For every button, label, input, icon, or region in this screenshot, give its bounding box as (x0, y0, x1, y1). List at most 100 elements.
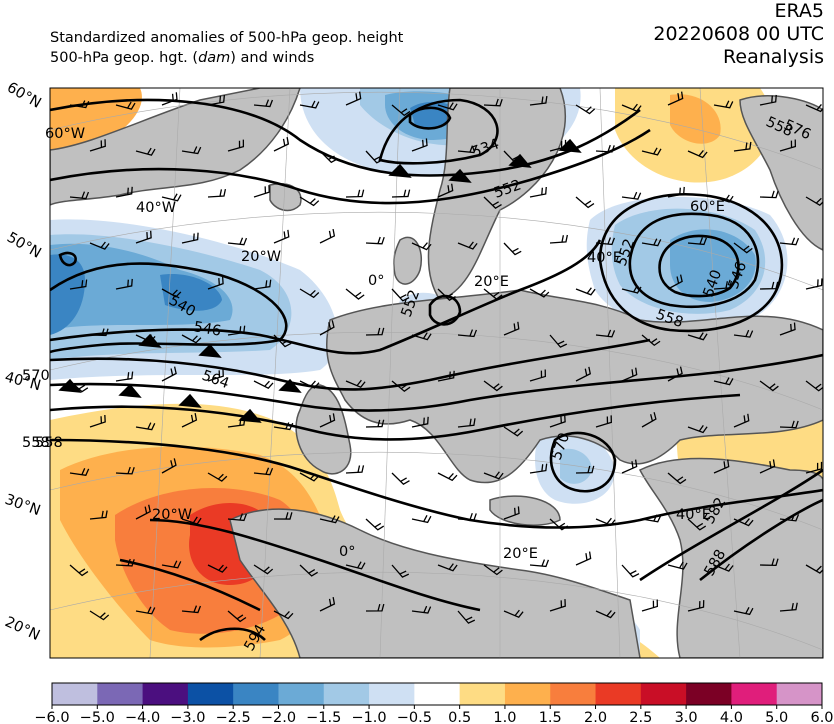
wind-barb (253, 467, 274, 476)
lon-labels: 60°W 40°W 20°W 0° 20°E 40°E 60°E 20°W 0°… (45, 126, 725, 562)
wind-barb (503, 321, 520, 336)
wind-barb (181, 334, 202, 344)
wind-barb (457, 329, 478, 338)
wind-barb (483, 380, 503, 392)
colorbar-tick-label: −6.0 (34, 710, 69, 724)
wind-barb (181, 146, 202, 155)
colorbar-tick-label: −3.0 (170, 710, 205, 724)
wind-barb (457, 241, 478, 250)
wind-barb (299, 288, 320, 299)
colorbar-tick-label: 1.0 (493, 710, 516, 724)
lat-label: 20°N (2, 614, 42, 644)
wind-barb (687, 425, 708, 434)
wind-barb (575, 551, 592, 566)
colorbar-tick-label: −2.0 (261, 710, 296, 724)
lon-label: 20°W (152, 507, 192, 523)
wind-barb (89, 241, 110, 250)
wind-barb (365, 327, 385, 336)
wind-barb (365, 236, 385, 245)
wind-barb (253, 99, 274, 108)
lon-label: 60°E (690, 199, 725, 215)
colorbar-segment (459, 683, 506, 705)
colorbar-tick-label: 3.0 (675, 710, 698, 724)
wind-barb (181, 232, 199, 244)
colorbar-tick-label: −1.0 (351, 710, 386, 724)
colorbar-segment (52, 683, 98, 705)
wind-barb (687, 150, 708, 159)
wind-barb (319, 515, 340, 524)
wind-barb (667, 561, 688, 570)
wind-barb (89, 510, 108, 520)
wind-barb (503, 609, 524, 618)
wind-barb (805, 278, 823, 290)
wind-barb (826, 519, 834, 531)
wind-barb (529, 288, 550, 298)
wind-barb (667, 472, 687, 485)
wind-barb (805, 461, 823, 474)
wind-barb (759, 558, 779, 567)
wind-barb (345, 91, 362, 106)
wind-barb (483, 98, 503, 107)
lat-label: 50°N (4, 230, 44, 262)
wind-barb (273, 136, 290, 152)
wind-barb (115, 466, 135, 475)
wind-barb (69, 564, 89, 577)
colorbar-tick-label: 2.5 (629, 710, 652, 724)
wind-barb (575, 104, 596, 115)
wind-barb (69, 279, 88, 290)
wind-barb (319, 320, 335, 336)
wind-barb (135, 230, 152, 244)
colorbar-segment (686, 683, 732, 705)
wind-barb (457, 145, 478, 154)
colorbar-segment (142, 683, 189, 705)
wind-barb (115, 278, 133, 290)
wind-barb (135, 606, 156, 615)
wind-barb (733, 607, 754, 616)
lat-labels: 60°N 50°N 40°N 30°N 20°N (2, 80, 43, 644)
wind-barb (391, 288, 410, 302)
lon-label: 0° (339, 544, 355, 560)
wind-barb (411, 605, 432, 614)
wind-barb (207, 564, 228, 573)
wind-barb (411, 138, 428, 152)
wind-barb (733, 141, 752, 152)
height-contours (50, 98, 823, 642)
colorbar-tick-label: −0.5 (397, 710, 432, 724)
colorbar-segment (550, 683, 597, 705)
wind-barb (621, 564, 640, 578)
contour-label: 570 (22, 368, 50, 384)
wind-barb (779, 322, 796, 336)
wind-barb (437, 102, 458, 111)
wind-barb (483, 564, 503, 576)
lat-label: 60°N (4, 80, 44, 112)
wind-barb (89, 139, 106, 152)
wind-barb (529, 559, 550, 568)
wind-barb (365, 419, 385, 428)
wind-barb (805, 196, 823, 206)
colorbar-segment (187, 683, 234, 705)
wind-barb (687, 600, 705, 612)
wind-barb (641, 412, 657, 428)
wind-barb (759, 190, 779, 199)
wind-barb (115, 186, 133, 198)
wind-barb (319, 413, 336, 428)
wind-barb (779, 139, 797, 152)
wind-barb (411, 416, 429, 428)
wind-barb (161, 560, 182, 569)
wind-barb (253, 564, 274, 575)
colorbar-tick-label: −2.5 (216, 710, 251, 724)
wind-barb (345, 189, 365, 198)
lat-label: 30°N (3, 492, 43, 520)
colorbar-frame (51, 682, 823, 706)
wind-barb (227, 513, 248, 522)
wind-barb (733, 242, 753, 254)
wind-barb (529, 95, 548, 106)
wind-barb (135, 504, 151, 520)
wind-barb (161, 193, 182, 202)
wind-barb (595, 415, 612, 428)
wind-barb (391, 104, 411, 117)
wind-barb (529, 369, 546, 382)
wind-barb (575, 366, 591, 382)
lon-label: 20°E (474, 274, 509, 290)
wind-barb (273, 610, 294, 620)
